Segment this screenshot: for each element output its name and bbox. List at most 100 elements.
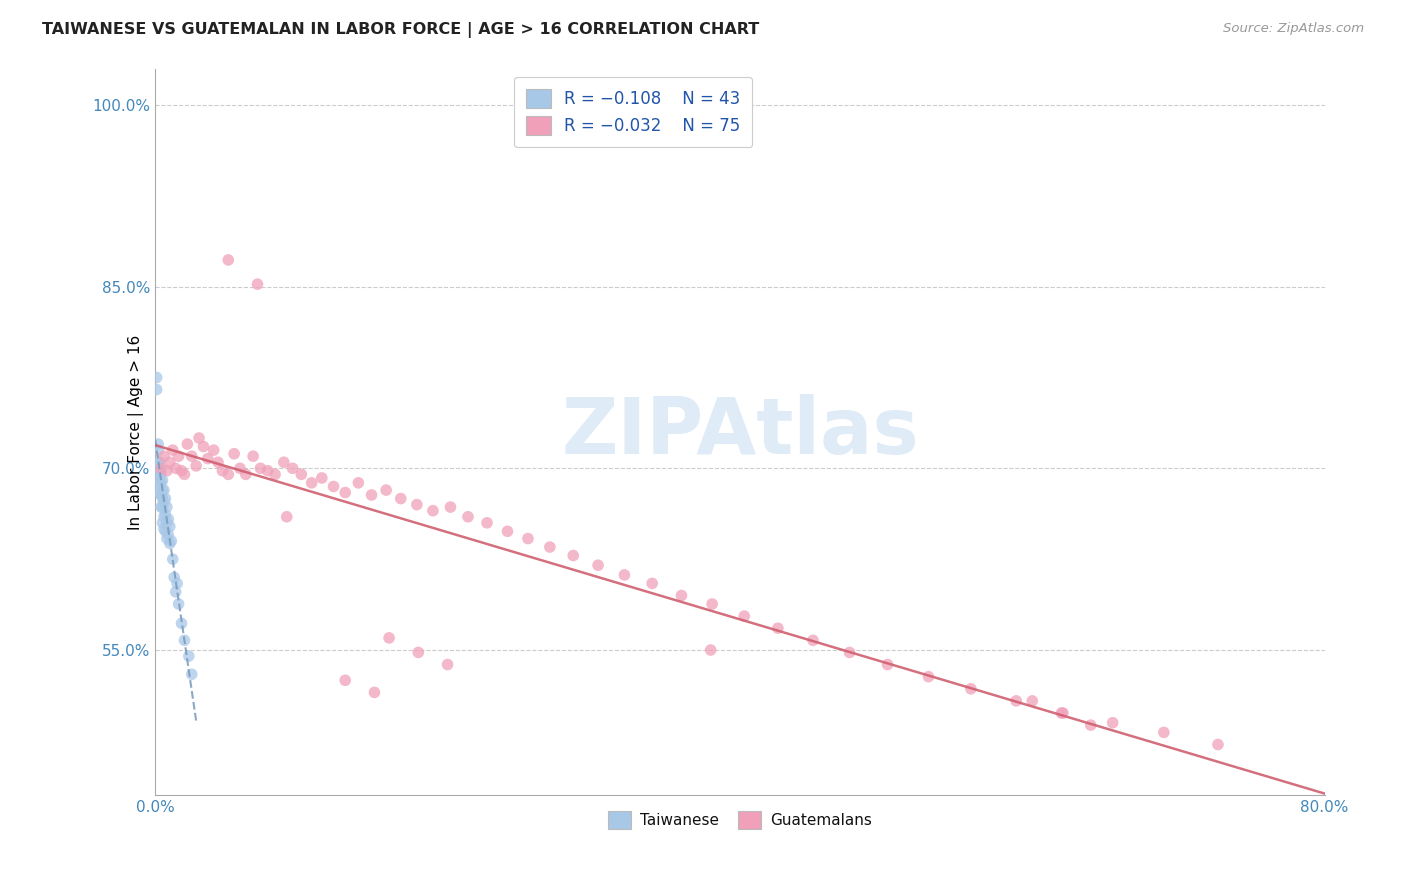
Point [335,485,357,500]
Point [475,516,498,530]
Point [145,383,167,397]
Point [1005,694,1028,708]
Point [146,467,169,482]
Point [242,449,264,463]
Point [159,519,181,533]
Point [150,500,173,514]
Point [160,533,183,548]
Point [157,512,180,526]
Point [159,536,181,550]
Point [197,451,219,466]
Point [562,549,585,563]
Point [217,252,239,267]
Text: Source: ZipAtlas.com: Source: ZipAtlas.com [1223,22,1364,36]
Point [290,467,312,482]
Point [322,479,344,493]
Point [157,528,180,542]
Point [256,464,278,478]
Point [153,509,176,524]
Point [838,645,860,659]
Point [276,509,298,524]
Point [148,464,170,478]
Point [766,621,789,635]
Point [917,670,939,684]
Point [273,455,295,469]
Point [281,461,304,475]
Text: TAIWANESE VS GUATEMALAN IN LABOR FORCE | AGE > 16 CORRELATION CHART: TAIWANESE VS GUATEMALAN IN LABOR FORCE |… [42,22,759,38]
Point [165,585,187,599]
Text: ZIPAtlas: ZIPAtlas [561,394,918,470]
Point [167,597,190,611]
Point [671,589,693,603]
Point [960,681,983,696]
Point [439,500,461,514]
Point [360,488,382,502]
Point [150,467,173,482]
Point [202,443,225,458]
Point [184,458,207,473]
Point [347,475,370,490]
Point [145,370,167,384]
Point [156,464,179,478]
Point [229,461,252,475]
Point [165,461,187,475]
Point [496,524,519,539]
Point [235,467,257,482]
Point [217,467,239,482]
Point [246,277,269,292]
Point [176,437,198,451]
Point [733,609,755,624]
Point [173,633,195,648]
Point [378,631,401,645]
Point [167,449,190,463]
Point [146,443,169,458]
Point [173,467,195,482]
Point [162,552,184,566]
Point [389,491,412,506]
Point [375,483,398,497]
Point [159,455,181,469]
Point [436,657,458,672]
Point [613,568,636,582]
Point [155,491,177,506]
Point [162,443,184,458]
Point [180,667,202,681]
Point [153,449,176,463]
Point [177,649,200,664]
Point [249,461,271,475]
Point [163,570,186,584]
Point [156,500,179,514]
Point [180,449,202,463]
Y-axis label: In Labor Force | Age > 16: In Labor Force | Age > 16 [128,334,143,530]
Point [156,532,179,546]
Point [148,455,170,469]
Point [335,673,357,688]
Point [152,500,174,514]
Point [301,475,323,490]
Point [801,633,824,648]
Point [516,532,538,546]
Point [1206,738,1229,752]
Point [876,657,898,672]
Point [150,475,173,490]
Point [224,447,246,461]
Point [155,524,177,539]
Point [188,431,211,445]
Point [408,645,430,659]
Point [264,467,287,482]
Point [156,516,179,530]
Point [153,495,176,509]
Point [211,464,233,478]
Point [166,576,188,591]
Point [699,643,721,657]
Point [207,455,229,469]
Point [148,485,170,500]
Point [146,455,169,469]
Point [193,440,215,454]
Point [363,685,385,699]
Point [152,483,174,497]
Point [1080,718,1102,732]
Point [641,576,664,591]
Point [148,475,170,490]
Point [1153,725,1175,739]
